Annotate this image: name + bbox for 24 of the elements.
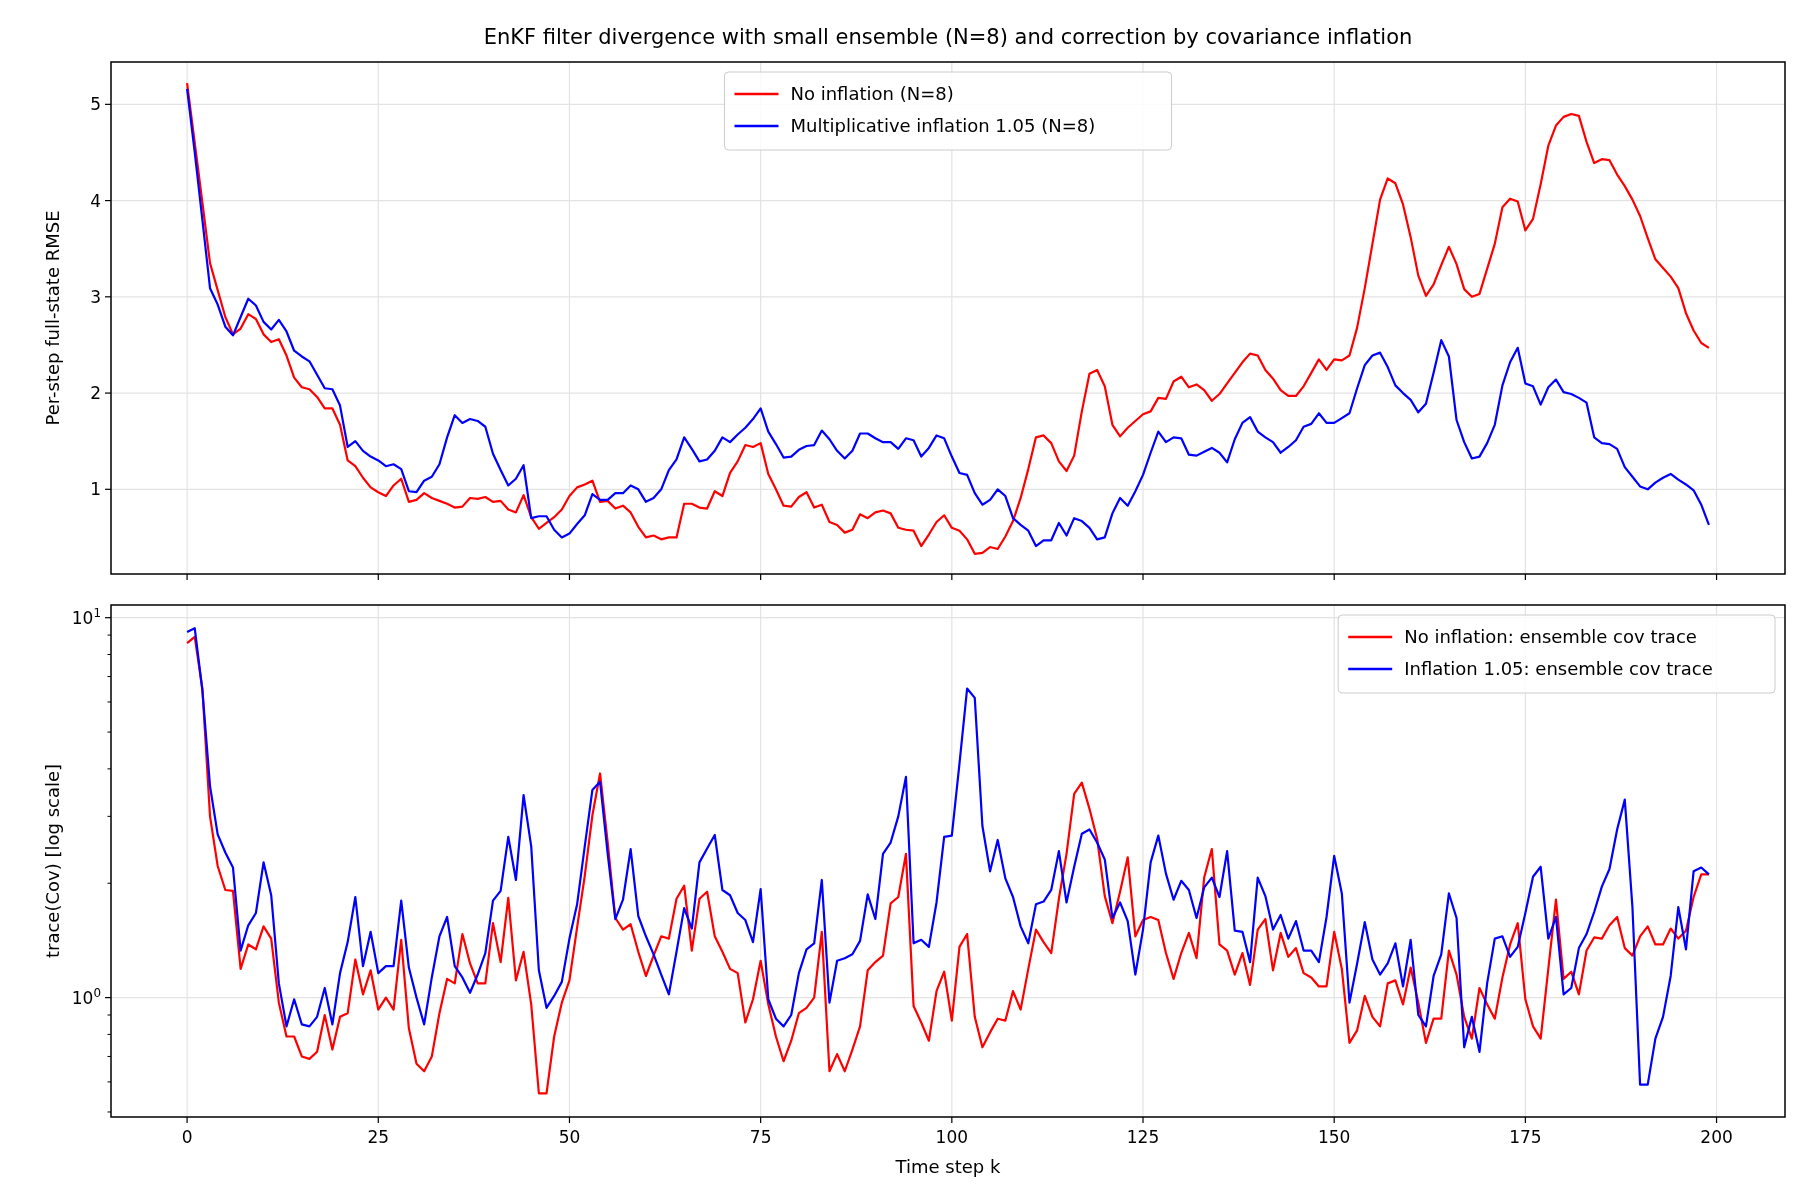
legend-label: Multiplicative inflation 1.05 (N=8) <box>790 115 1096 136</box>
y-axis-title: Per-step full-state RMSE <box>42 210 63 426</box>
x-tick-label: 100 <box>935 1127 969 1147</box>
x-tick-label: 0 <box>181 1127 193 1147</box>
x-tick-label: 175 <box>1509 1127 1542 1147</box>
y-tick-label: 1 <box>90 479 101 500</box>
chart-title: EnKF filter divergence with small ensemble (N=8) and correction by covariance inflation <box>483 25 1413 49</box>
legend-label: No inflation: ensemble cov trace <box>1404 626 1697 647</box>
y-tick-label: 10$^{1}$ <box>71 605 101 628</box>
legend-label: Inflation 1.05: ensemble cov trace <box>1404 658 1713 679</box>
x-tick-label: 150 <box>1317 1127 1351 1147</box>
y-axis-title: trace(Cov) [log scale] <box>42 763 63 959</box>
x-axis-title: Time step k <box>894 1156 1001 1177</box>
y-tick-label: 5 <box>90 94 101 115</box>
x-tick-label: 125 <box>1126 1127 1160 1147</box>
y-tick-label: 4 <box>90 190 101 211</box>
x-tick-label: 50 <box>558 1127 581 1147</box>
legend-label: No inflation (N=8) <box>790 83 954 104</box>
y-tick-label: 2 <box>90 383 101 404</box>
x-tick-label: 25 <box>367 1127 390 1147</box>
y-tick-label: 3 <box>90 286 101 307</box>
x-tick-label: 75 <box>749 1127 772 1147</box>
x-tick-label: 200 <box>1700 1127 1733 1147</box>
y-tick-label: 10$^{0}$ <box>71 985 101 1008</box>
